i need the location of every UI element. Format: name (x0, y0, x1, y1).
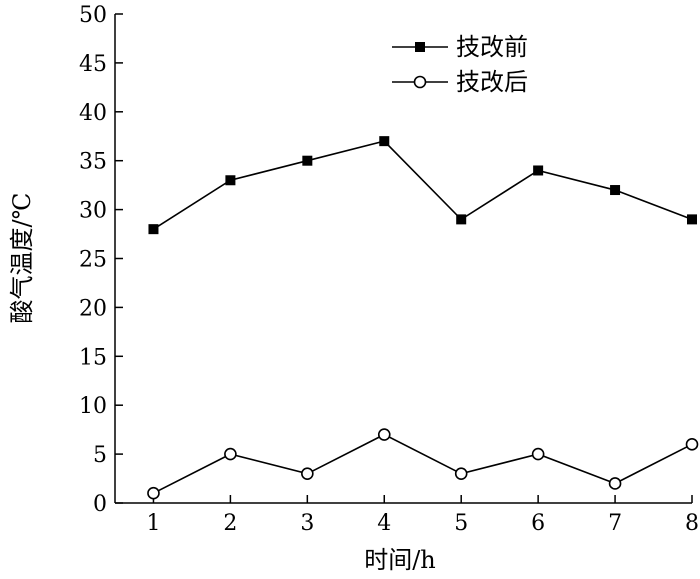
x-axis-label: 时间/h (364, 546, 436, 574)
y-tick-label: 15 (79, 345, 107, 370)
data-point-circle (608, 477, 622, 490)
series-line (153, 433, 693, 494)
x-axis-ticks: 1 2 3 4 5 6 7 8 (146, 495, 699, 536)
data-point-circle (377, 428, 391, 441)
data-point-square (148, 224, 159, 235)
legend-item-1: 技改前 (392, 33, 528, 61)
y-tick-label: 40 (79, 101, 107, 126)
y-tick-label: 35 (79, 150, 107, 175)
data-point-square (302, 155, 313, 166)
y-tick-label: 45 (79, 52, 107, 77)
y-tick-label: 0 (93, 492, 107, 517)
data-point-circle (454, 467, 468, 480)
x-tick-label: 5 (454, 511, 468, 536)
x-tick-label: 7 (608, 511, 622, 536)
x-tick-label: 3 (300, 511, 314, 536)
y-tick-label: 20 (79, 296, 107, 321)
series-1 (148, 136, 697, 235)
y-axis-ticks: 0 5 10 15 20 25 30 35 40 45 50 (79, 3, 123, 517)
series-2 (147, 428, 699, 500)
x-tick-label: 4 (377, 511, 391, 536)
legend-label: 技改前 (456, 33, 528, 61)
y-tick-label: 30 (79, 199, 107, 224)
x-tick-label: 1 (146, 511, 160, 536)
axes (114, 14, 692, 504)
data-point-square (610, 185, 621, 196)
y-tick-label: 10 (79, 394, 107, 419)
legend-marker-square (415, 42, 425, 52)
legend-marker-circle (413, 75, 427, 89)
y-axis-label: 酸气温度/℃ (8, 193, 36, 324)
x-tick-label: 6 (531, 511, 545, 536)
data-point-square (687, 214, 697, 225)
data-point-circle (147, 486, 160, 500)
x-tick-label: 8 (685, 511, 699, 536)
y-tick-label: 5 (93, 443, 107, 468)
legend-item-2: 技改后 (392, 68, 528, 96)
data-point-circle (685, 438, 699, 451)
data-point-circle (531, 447, 545, 461)
data-point-circle (301, 467, 314, 480)
data-point-square (456, 214, 467, 225)
y-tick-label: 50 (79, 3, 107, 28)
x-tick-label: 2 (223, 511, 237, 536)
series-group (147, 136, 699, 500)
data-point-square (225, 175, 236, 186)
legend-label: 技改后 (456, 68, 528, 96)
series-line (153, 140, 693, 230)
data-point-square (533, 165, 544, 176)
data-point-circle (224, 447, 237, 461)
data-point-square (379, 136, 390, 147)
y-tick-label: 25 (79, 248, 107, 273)
